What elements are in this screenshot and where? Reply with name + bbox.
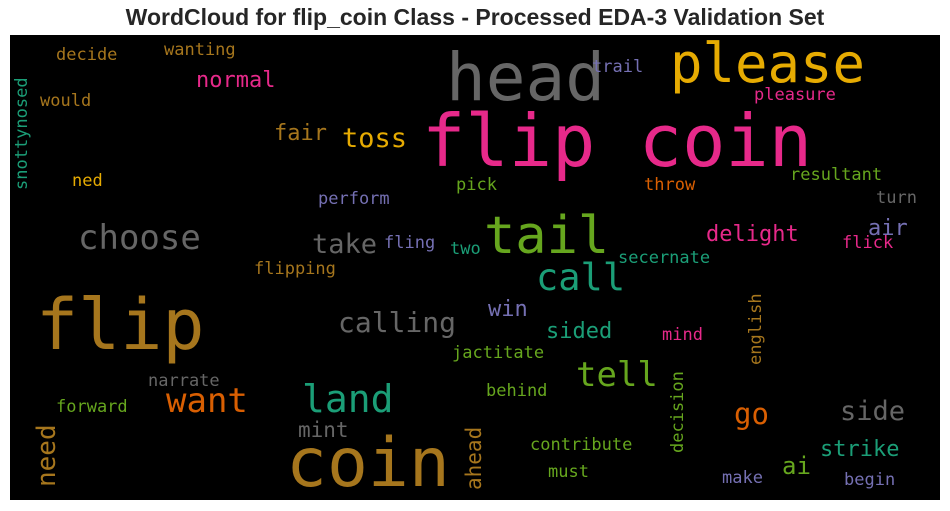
chart-title: WordCloud for flip_coin Class - Processe… [125,4,825,30]
word-side: side [840,396,906,427]
word-call: call [536,256,626,299]
word-would: would [40,91,92,111]
word-please: please [670,35,866,95]
word-need: need [32,424,62,487]
word-mind: mind [662,325,703,345]
word-head: head [446,39,605,116]
word-strike: strike [820,437,900,462]
word-contribute: contribute [530,435,633,455]
word-tell: tell [576,355,658,395]
word-flick: flick [842,233,894,253]
word-secernate: secernate [618,248,711,268]
word-delight: delight [706,222,799,247]
word-two: two [450,239,481,259]
word-choose: choose [78,218,201,258]
word-tail: tail [484,206,610,266]
word-take: take [312,229,378,260]
word-normal: normal [196,68,276,93]
word-wanting: wanting [164,40,236,60]
word-pick: pick [456,175,497,195]
word-flip: flip [36,284,205,366]
word-ned: ned [72,171,103,191]
word-fling: fling [384,233,436,253]
word-win: win [488,297,528,322]
word-behind: behind [486,381,548,401]
word-make: make [722,468,763,488]
word-decide: decide [56,45,118,65]
word-go: go [734,397,769,431]
word-must: must [548,462,589,482]
word-jactitate: jactitate [452,343,545,363]
word-begin: begin [844,470,896,490]
word-trail: trail [592,57,644,77]
word-decision: decision [668,371,688,453]
word-fair: fair [274,121,327,146]
word-flipping: flipping [254,259,336,279]
word-english: english [746,293,766,365]
word-flip-coin: flip coin [422,99,813,183]
word-turn: turn [876,188,917,208]
word-narrate: narrate [148,371,220,391]
word-resultant: resultant [790,165,883,185]
word-ahead: ahead [462,426,486,490]
word-calling: calling [338,306,457,339]
word-sided: sided [546,319,613,344]
word-mint: mint [298,418,349,442]
word-ai: ai [782,452,811,480]
word-coin: coin [286,424,450,500]
word-throw: throw [644,175,696,195]
word-toss: toss [342,123,408,154]
word-perform: perform [318,189,390,209]
word-land: land [302,377,394,421]
word-want: want [166,381,248,421]
word-cloud: flip coin head please flip coin tail cal… [10,35,940,500]
word-forward: forward [56,397,128,417]
word-air: air [868,216,908,241]
word-pleasure: pleasure [754,85,836,105]
word-snottynosed: snottynosed [12,77,32,190]
